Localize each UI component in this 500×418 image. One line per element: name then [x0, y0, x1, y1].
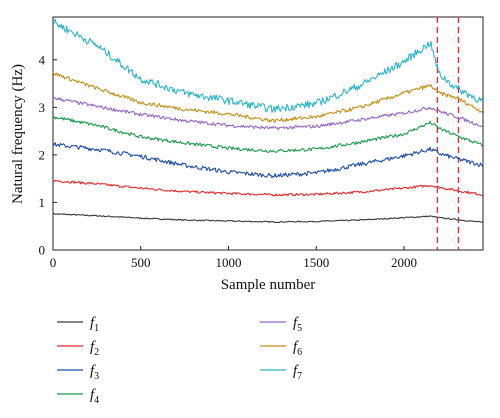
- y-axis-ticks: 0 1 2 3 4: [39, 52, 57, 258]
- series-line-f1: [52, 212, 483, 224]
- legend-label: f6: [293, 339, 302, 358]
- vertical-markers: [436, 17, 460, 250]
- x-tick-label: 0: [50, 255, 57, 270]
- legend-item-f4: f4: [57, 387, 99, 406]
- y-tick-label: 0: [39, 243, 46, 258]
- x-axis-ticks: 0 500 1000 1500 2000: [50, 246, 417, 270]
- legend-label: f2: [90, 339, 99, 358]
- series-lines: [52, 18, 484, 224]
- y-axis-title: Natural frequency (Hz): [10, 64, 26, 204]
- legend-item-f3: f3: [57, 363, 99, 382]
- y-tick-label: 2: [39, 147, 46, 162]
- legend-item-f7: f7: [260, 363, 302, 382]
- legend-item-f5: f5: [260, 315, 302, 334]
- series-line-f6: [52, 71, 484, 123]
- legend: f1 f2 f3 f4 f5 f6 f7: [57, 315, 302, 406]
- legend-label: f7: [293, 363, 302, 382]
- y-tick-label: 3: [39, 100, 46, 115]
- y-tick-label: 1: [39, 195, 46, 210]
- legend-label: f3: [90, 363, 99, 382]
- plot-frame: [52, 16, 484, 251]
- series-line-f4: [52, 115, 484, 153]
- legend-item-f1: f1: [57, 315, 99, 334]
- legend-item-f2: f2: [57, 339, 99, 358]
- x-tick-label: 1000: [216, 255, 242, 270]
- series-line-f2: [52, 179, 483, 197]
- plot-area: 0 500 1000 1500 2000 0 1 2 3 4: [39, 16, 484, 270]
- legend-label: f1: [90, 315, 99, 334]
- legend-label: f4: [90, 387, 99, 406]
- series-line-f7: [52, 18, 484, 113]
- series-line-f3: [52, 142, 484, 179]
- legend-item-f6: f6: [260, 339, 302, 358]
- x-tick-label: 500: [131, 255, 151, 270]
- x-tick-label: 1500: [303, 255, 329, 270]
- x-tick-label: 2000: [391, 255, 417, 270]
- legend-label: f5: [293, 315, 302, 334]
- x-axis-title: Sample number: [221, 277, 316, 293]
- series-line-f5: [52, 96, 483, 131]
- y-tick-label: 4: [39, 52, 46, 67]
